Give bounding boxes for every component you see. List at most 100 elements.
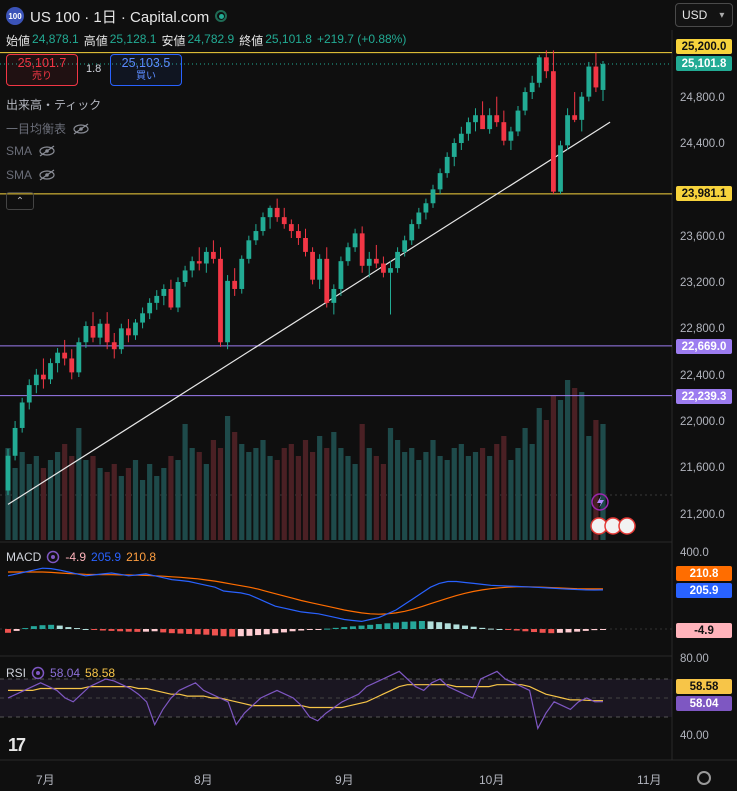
candle-body [182,270,188,283]
candle-body [12,427,18,456]
us-flag-icon[interactable] [618,517,636,535]
indicator-settings-icon[interactable] [46,550,60,564]
indicator-ichimoku[interactable]: 一目均衡表 [6,120,90,137]
buy-price: 25,103.5 [121,56,171,70]
eye-off-icon[interactable] [38,169,56,181]
indicator-settings-icon[interactable] [31,666,45,680]
candle-body [430,189,436,204]
volume-bar [118,476,124,540]
volume-bar [302,440,309,540]
month-tick: 11月 [637,773,662,787]
rsi-line [7,670,604,731]
indicator-sma-2-label: SMA [6,168,33,182]
candle-body [76,342,82,373]
volume-bar [147,464,153,540]
hline-badge-22669[interactable]: 22,669.0 [676,339,732,354]
volume-bar [260,440,266,540]
candle-body [508,131,514,141]
price-tick: 24,800.0 [680,92,725,104]
price-tick: 23,200.0 [680,277,725,289]
volume-bar [472,452,479,540]
hline-badge-23981[interactable]: 23,981.1 [676,186,732,201]
macd-hist-bar [82,629,89,630]
eye-off-icon[interactable] [72,123,90,135]
macd-hist-bar [177,629,184,634]
price-tick: 21,200.0 [680,509,725,521]
price-tick: 21,600.0 [680,462,725,474]
macd-hist-bar [582,629,589,631]
sell-button[interactable]: 25,101.7 売り [6,54,78,86]
macd-hist-bar [522,629,529,632]
macd-hist-bar [289,629,296,632]
buy-label: 買い [136,71,156,82]
candle-body [310,251,315,280]
macd-hist-bar [255,629,262,636]
hline-badge-25200[interactable]: 25,200.0 [676,39,732,54]
volume-bar [125,468,132,540]
currency-select[interactable]: USD ▾ [675,3,733,27]
candle-body [274,207,280,218]
trendline-line [7,121,611,505]
macd-hist-bar [531,629,538,633]
volume-bar [416,460,422,540]
rsi-legend[interactable]: RSI 58.04 58.58 [6,666,115,680]
macd-hist-value: -4.9 [65,550,87,564]
macd-line [7,567,604,623]
volume-bar [33,456,39,540]
candle-body [140,313,145,323]
candle-body [373,258,379,264]
candle-body [253,231,259,241]
symbol-title[interactable]: US 100 · 1日 · Capital.com [30,8,210,26]
volume-bar [359,424,365,540]
macd-hist-bar [505,629,512,630]
candle-body [281,217,287,225]
volume-bar [479,448,486,540]
macd-hist-bar [13,629,20,631]
volume-bar [579,392,585,540]
volume-bar [217,448,224,540]
candle-body [600,64,606,90]
open-label: 始値 [6,34,31,48]
candle-body [296,231,301,238]
volume-bar [132,460,139,540]
volume-bar [267,456,273,540]
macd-hist-bar [600,629,606,630]
candle-body [487,115,493,130]
volume-bar [203,464,209,540]
macd-hist-bar [487,628,494,630]
lightning-icon[interactable] [591,493,609,511]
volume-bar [572,388,578,540]
indicator-volume[interactable]: 出来高・ティック [6,96,101,113]
macd-legend[interactable]: MACD -4.9 205.9 210.8 [6,550,156,564]
indicator-sma-2[interactable]: SMA [6,168,56,182]
gear-icon[interactable] [697,771,711,785]
candle-body [416,212,422,225]
volume-bar [69,456,75,540]
macd-signal-line [8,571,603,615]
volume-bar [430,440,436,540]
candle-body [529,82,535,93]
macd-hist-bar [272,629,279,634]
month-tick: 10月 [479,773,505,787]
volume-bar [352,464,358,540]
volume-bar [12,468,18,540]
volume-bar [62,444,68,540]
hline-badge-22239[interactable]: 22,239.3 [676,389,732,404]
macd-hist-bar [246,629,253,636]
volume-bar [104,472,110,540]
volume-bar [600,424,606,540]
collapse-legend-button[interactable]: ⌃ [6,192,34,210]
volume-bar [47,460,54,540]
event-markers [590,493,636,535]
close-label: 終値 [239,34,264,48]
price-tick: 22,000.0 [680,416,725,428]
price-tick: 22,800.0 [680,323,725,335]
sell-label: 売り [32,71,52,82]
buy-button[interactable]: 25,103.5 買い [110,54,182,86]
eye-off-icon[interactable] [38,145,56,157]
macd-hist-bar [5,629,11,633]
rsi-badge: 58.04 [676,696,732,711]
indicator-sma-1[interactable]: SMA [6,144,56,158]
volume-bars [5,380,606,540]
